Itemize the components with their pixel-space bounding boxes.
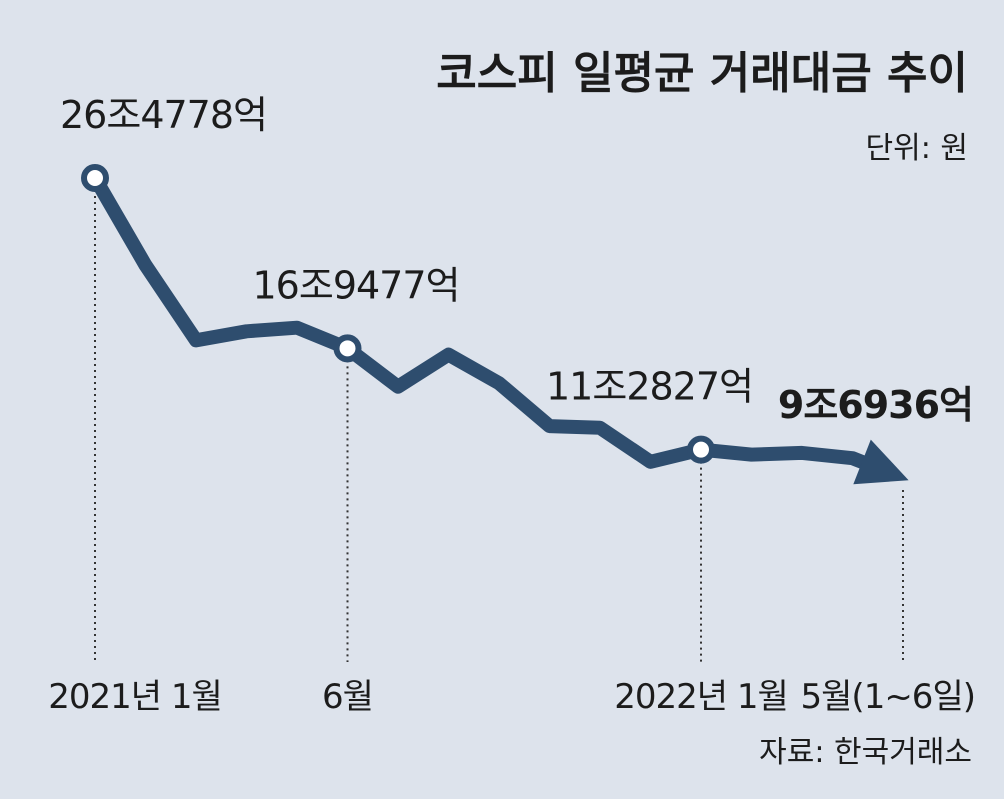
value-label-0: 26조4778억 [60, 93, 267, 137]
point-marker-0 [81, 164, 109, 192]
source-label: 자료: 한국거래소 [759, 735, 972, 770]
value-labels: 26조4778억 16조9477억 11조2827억 9조6936억 [60, 93, 974, 427]
unit-label: 단위: 원 [866, 131, 968, 166]
point-marker-2 [687, 435, 715, 464]
value-label-3: 9조6936억 [778, 383, 973, 427]
x-tick-label-1: 6월 [322, 677, 373, 717]
series-arrow-head [853, 439, 909, 485]
value-label-1: 16조9477억 [253, 263, 460, 307]
chart-title: 코스피 일평균 거래대금 추이 [436, 48, 968, 99]
value-label-2: 11조2827억 [546, 365, 753, 409]
point-markers [81, 164, 715, 464]
x-tick-label-0: 2021년 1월 [48, 677, 222, 717]
x-tick-label-2: 2022년 1월 [614, 677, 788, 717]
series-line [88, 171, 909, 485]
x-tick-labels: 2021년 1월 6월 2022년 1월 5월(1~6일) [48, 677, 976, 717]
x-tick-label-3: 5월(1~6일) [801, 677, 975, 717]
point-marker-1 [333, 334, 362, 363]
series-path [88, 171, 873, 471]
guide-lines [94, 190, 904, 662]
